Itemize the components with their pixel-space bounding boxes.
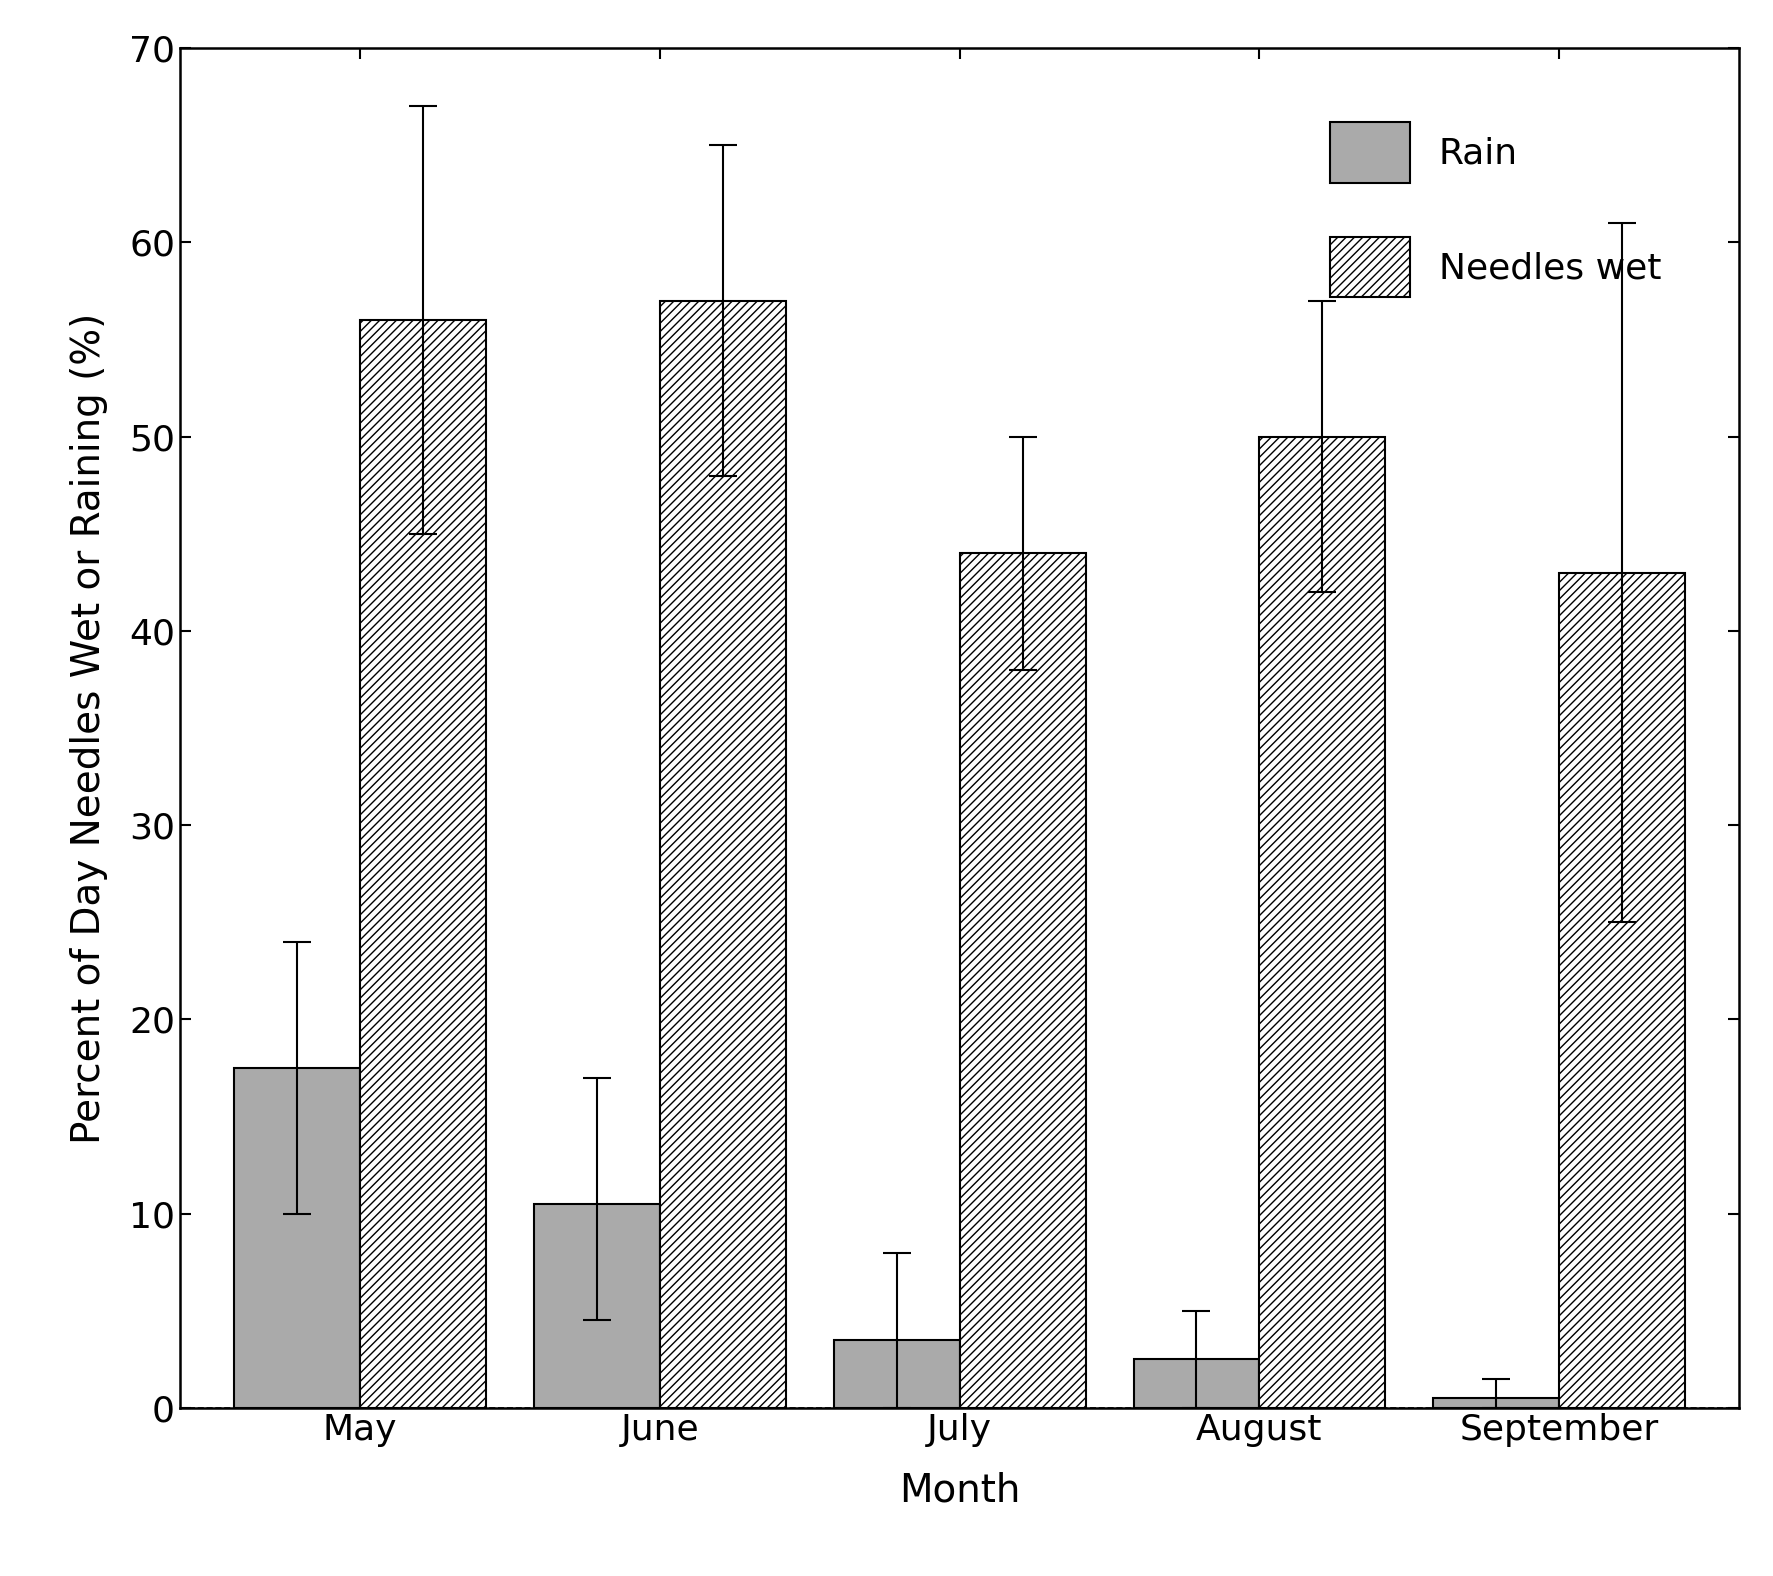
- Bar: [1259, 437, 1385, 1407]
- Bar: [534, 1204, 660, 1407]
- Bar: [660, 301, 785, 1407]
- Legend: Rain, Needles wet: Rain, Needles wet: [1301, 93, 1690, 326]
- Bar: [360, 320, 486, 1407]
- Y-axis label: Percent of Day Needles Wet or Raining (%): Percent of Day Needles Wet or Raining (%…: [71, 312, 108, 1144]
- Bar: [1133, 1360, 1259, 1407]
- Bar: [833, 1340, 959, 1407]
- Bar: [1433, 1398, 1558, 1407]
- Bar: [1558, 572, 1684, 1407]
- Bar: [959, 553, 1085, 1407]
- X-axis label: Month: Month: [899, 1472, 1019, 1510]
- Bar: [234, 1069, 360, 1407]
